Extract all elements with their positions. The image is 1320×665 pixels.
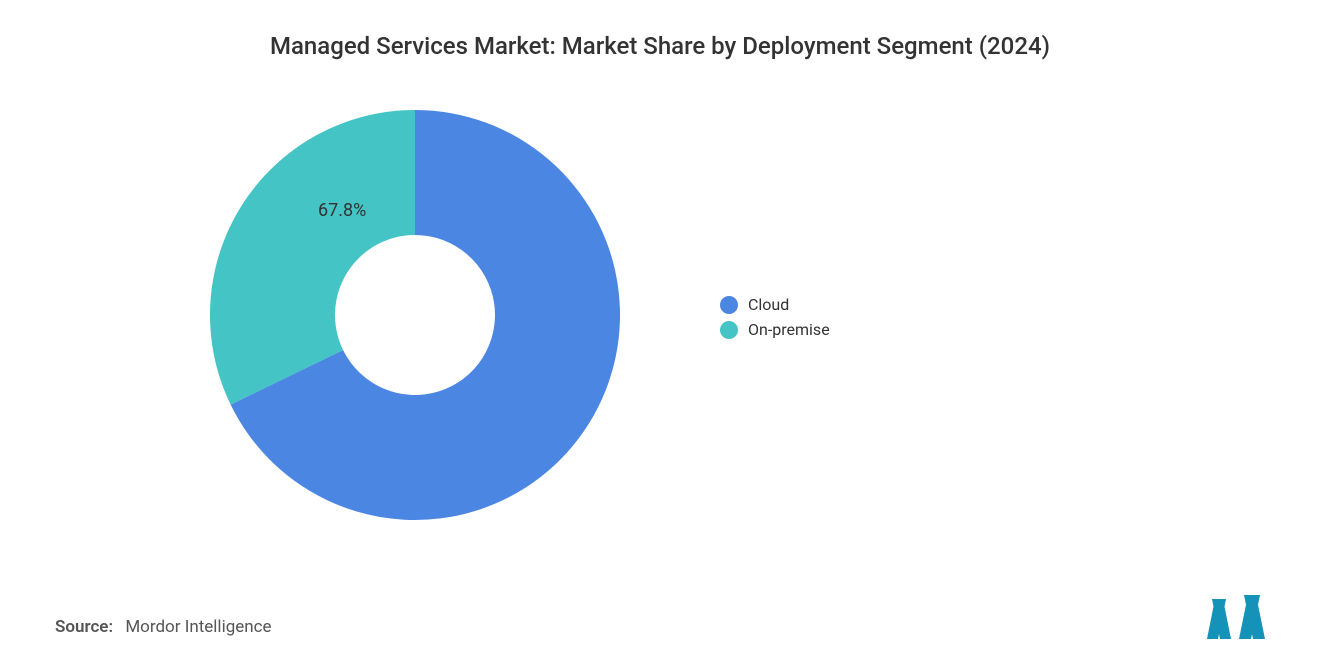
- legend-item-cloud: Cloud: [720, 295, 830, 314]
- brand-logo: [1205, 595, 1275, 647]
- legend-item-onpremise: On-premise: [720, 320, 830, 339]
- chart-title: Managed Services Market: Market Share by…: [0, 0, 1320, 60]
- legend-swatch-cloud: [720, 296, 738, 314]
- source-prefix: Source:: [55, 617, 113, 637]
- legend-label-cloud: Cloud: [748, 295, 789, 314]
- legend-swatch-onpremise: [720, 321, 738, 339]
- source-attribution: Source: Mordor Intelligence: [55, 617, 272, 637]
- donut-chart: 67.8%: [200, 100, 630, 530]
- data-label-cloud: 67.8%: [318, 200, 366, 221]
- legend-label-onpremise: On-premise: [748, 320, 830, 339]
- source-text: Mordor Intelligence: [125, 617, 271, 637]
- chart-container: Managed Services Market: Market Share by…: [0, 0, 1320, 665]
- legend: Cloud On-premise: [720, 295, 830, 345]
